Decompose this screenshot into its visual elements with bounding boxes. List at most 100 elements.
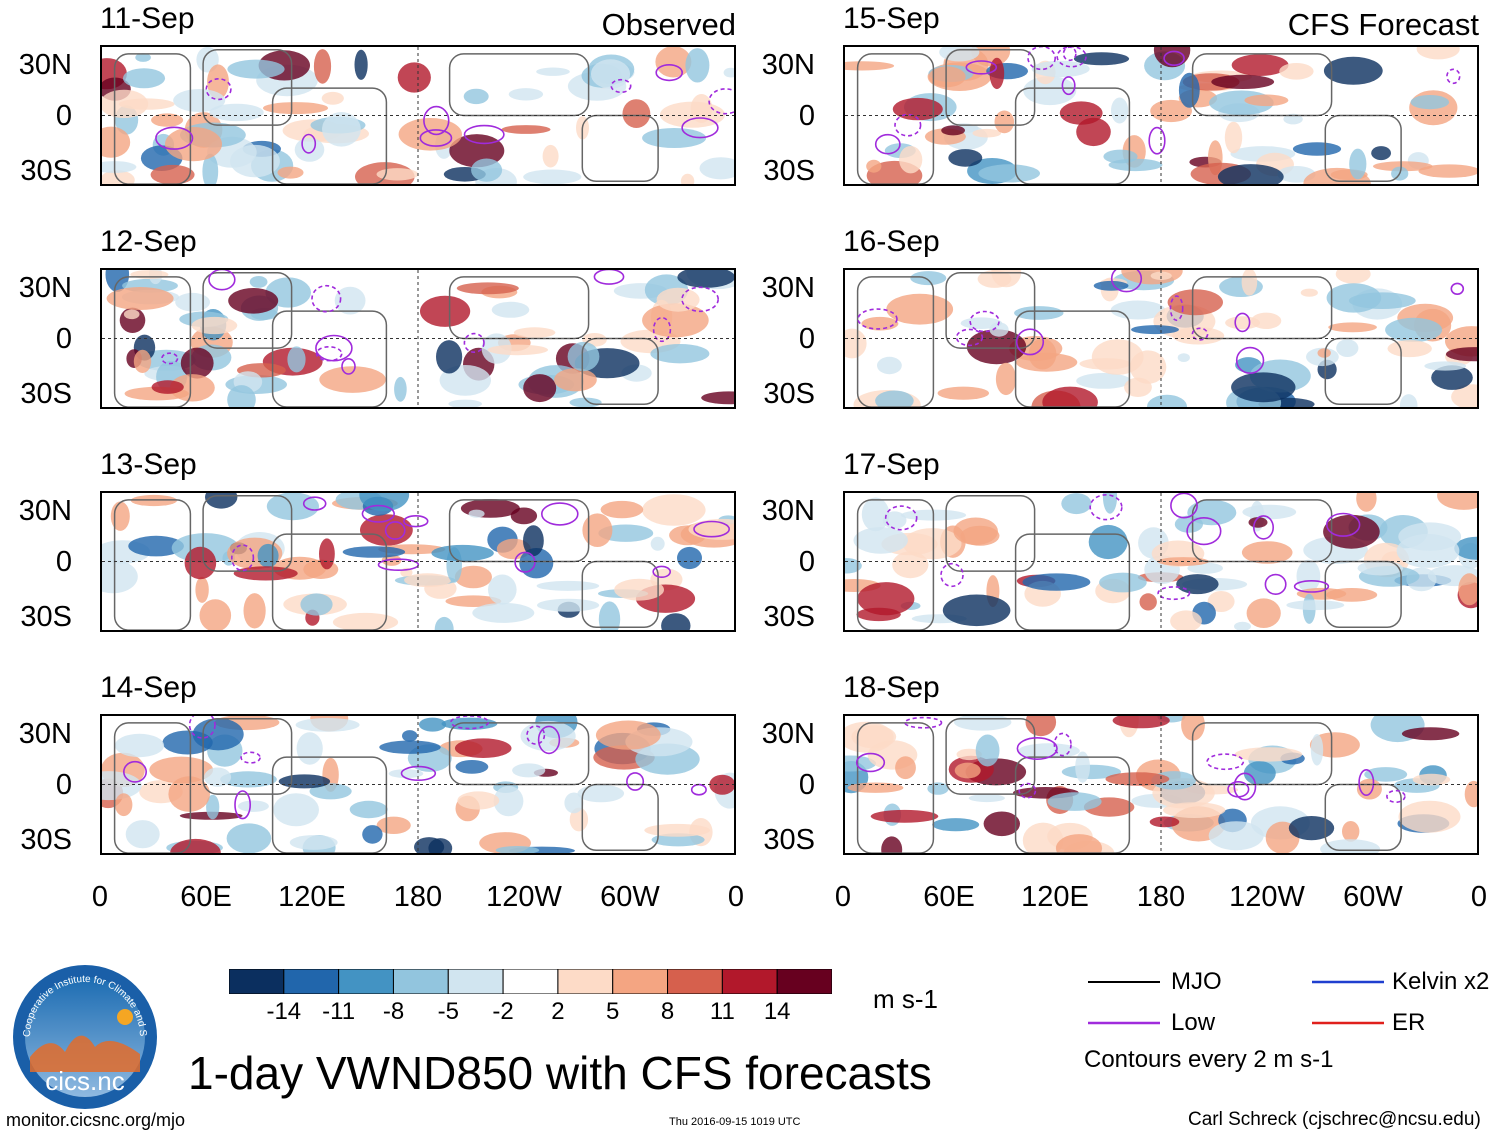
low-contour: [904, 716, 943, 729]
anomaly-cell: [257, 543, 279, 568]
ytick-label: 30S: [20, 155, 72, 187]
low-contour: [690, 783, 707, 796]
colorbar-swatch: [228, 968, 285, 995]
colorbar-tick-label: -11: [322, 998, 356, 1025]
anomaly-cell: [677, 546, 702, 570]
anomaly-cell: [1207, 591, 1235, 612]
anomaly-cell: [334, 286, 366, 315]
anomaly-cell: [723, 67, 734, 78]
anomaly-cell: [1076, 117, 1111, 147]
logo-text: cics.nc: [45, 1066, 124, 1096]
ytick-label: 30S: [20, 824, 72, 856]
ytick-label: 30S: [20, 601, 72, 633]
low-contour: [311, 284, 342, 313]
anomaly-cell: [1181, 716, 1205, 741]
low-contour: [240, 751, 261, 764]
anomaly-cell: [1387, 340, 1432, 358]
ytick-label: 0: [798, 769, 815, 801]
low-contour: [1056, 47, 1087, 68]
anomaly-cell: [1317, 348, 1331, 358]
low-contour: [1061, 76, 1076, 96]
map-field-svg: [102, 270, 734, 407]
anomaly-cell: [899, 146, 923, 174]
coastline-2: [1014, 310, 1131, 407]
legend-lines: [1088, 980, 1384, 1025]
ytick-label: 30S: [20, 378, 72, 410]
ytick-label: 30S: [763, 824, 815, 856]
anomaly-cell: [948, 149, 983, 167]
map-field-svg: [102, 47, 734, 184]
coastline-3: [1191, 53, 1333, 117]
anomaly-cell: [1300, 288, 1318, 297]
anomaly-cell: [701, 391, 734, 405]
anomaly-cell: [680, 173, 695, 184]
low-contour: [1169, 295, 1184, 322]
anomaly-cell: [1059, 101, 1103, 125]
anomaly-cell: [207, 64, 229, 100]
anomaly-cell: [960, 525, 1000, 546]
anomaly-cell: [1231, 54, 1289, 76]
colorbar: [228, 968, 833, 995]
anomaly-cell: [379, 740, 441, 754]
anomaly-cell: [677, 270, 734, 288]
low-contour: [1186, 516, 1222, 546]
anomaly-cell: [202, 153, 219, 184]
anomaly-cell: [1385, 317, 1443, 342]
xtick-label: 120E: [1021, 881, 1089, 913]
anomaly-cell: [1112, 716, 1170, 729]
anomaly-cell: [892, 551, 929, 579]
anomaly-cell: [1217, 164, 1284, 184]
anomaly-cell: [614, 578, 664, 601]
anomaly-cell: [983, 811, 1020, 837]
ytick-label: 30N: [761, 495, 815, 527]
anomaly-cell: [102, 559, 138, 594]
anomaly-cell: [1163, 802, 1226, 818]
low-contour: [1252, 515, 1274, 540]
anomaly-cell: [227, 59, 285, 79]
anomaly-cell: [1022, 573, 1091, 591]
low-contour: [652, 316, 672, 343]
anomaly-cell: [1416, 47, 1460, 60]
anomaly-cell: [495, 846, 540, 853]
logo-sun-icon: [117, 1009, 133, 1025]
anomaly-cell: [989, 322, 1009, 337]
anomaly-cell: [296, 732, 323, 765]
ytick-label: 30N: [761, 718, 815, 750]
anomaly-cell: [932, 818, 980, 832]
anomaly-cell: [173, 89, 226, 112]
anomaly-cell: [975, 734, 1000, 767]
anomaly-cell: [488, 574, 517, 605]
anomaly-cell: [994, 110, 1015, 134]
ytick-label: 30N: [18, 718, 72, 750]
anomaly-cell: [1373, 161, 1433, 172]
anomaly-cell: [1437, 493, 1477, 510]
map-field-svg: [845, 493, 1477, 630]
low-contour: [693, 520, 731, 538]
anomaly-cell: [939, 47, 980, 62]
anomaly-cell: [1246, 598, 1281, 628]
anomaly-cell: [582, 513, 613, 547]
anomaly-cell: [309, 783, 352, 800]
anomaly-cell: [941, 125, 965, 136]
anomaly-cell: [151, 380, 184, 394]
anomaly-cell: [845, 558, 862, 574]
coastline-2: [271, 756, 388, 853]
anomaly-cell: [861, 497, 890, 532]
low-contour: [1018, 782, 1037, 799]
anomaly-cell: [845, 755, 877, 772]
anomaly-cell: [1446, 347, 1477, 362]
anomaly-cell: [513, 327, 556, 338]
anomaly-cell: [106, 287, 174, 310]
ytick-label: 30N: [761, 49, 815, 81]
low-contour: [855, 752, 886, 773]
xtick-label: 0: [91, 881, 109, 913]
anomaly-cell: [278, 774, 331, 789]
anomaly-cell: [191, 316, 238, 335]
anomaly-cell: [1208, 821, 1264, 851]
anomaly-cell: [877, 356, 902, 375]
anomaly-cell: [428, 838, 453, 853]
coastline-3: [448, 276, 590, 340]
colorbar-tick-label: 14: [763, 998, 791, 1025]
colorbar-svg: [228, 968, 833, 995]
anomaly-cell: [1357, 560, 1404, 576]
